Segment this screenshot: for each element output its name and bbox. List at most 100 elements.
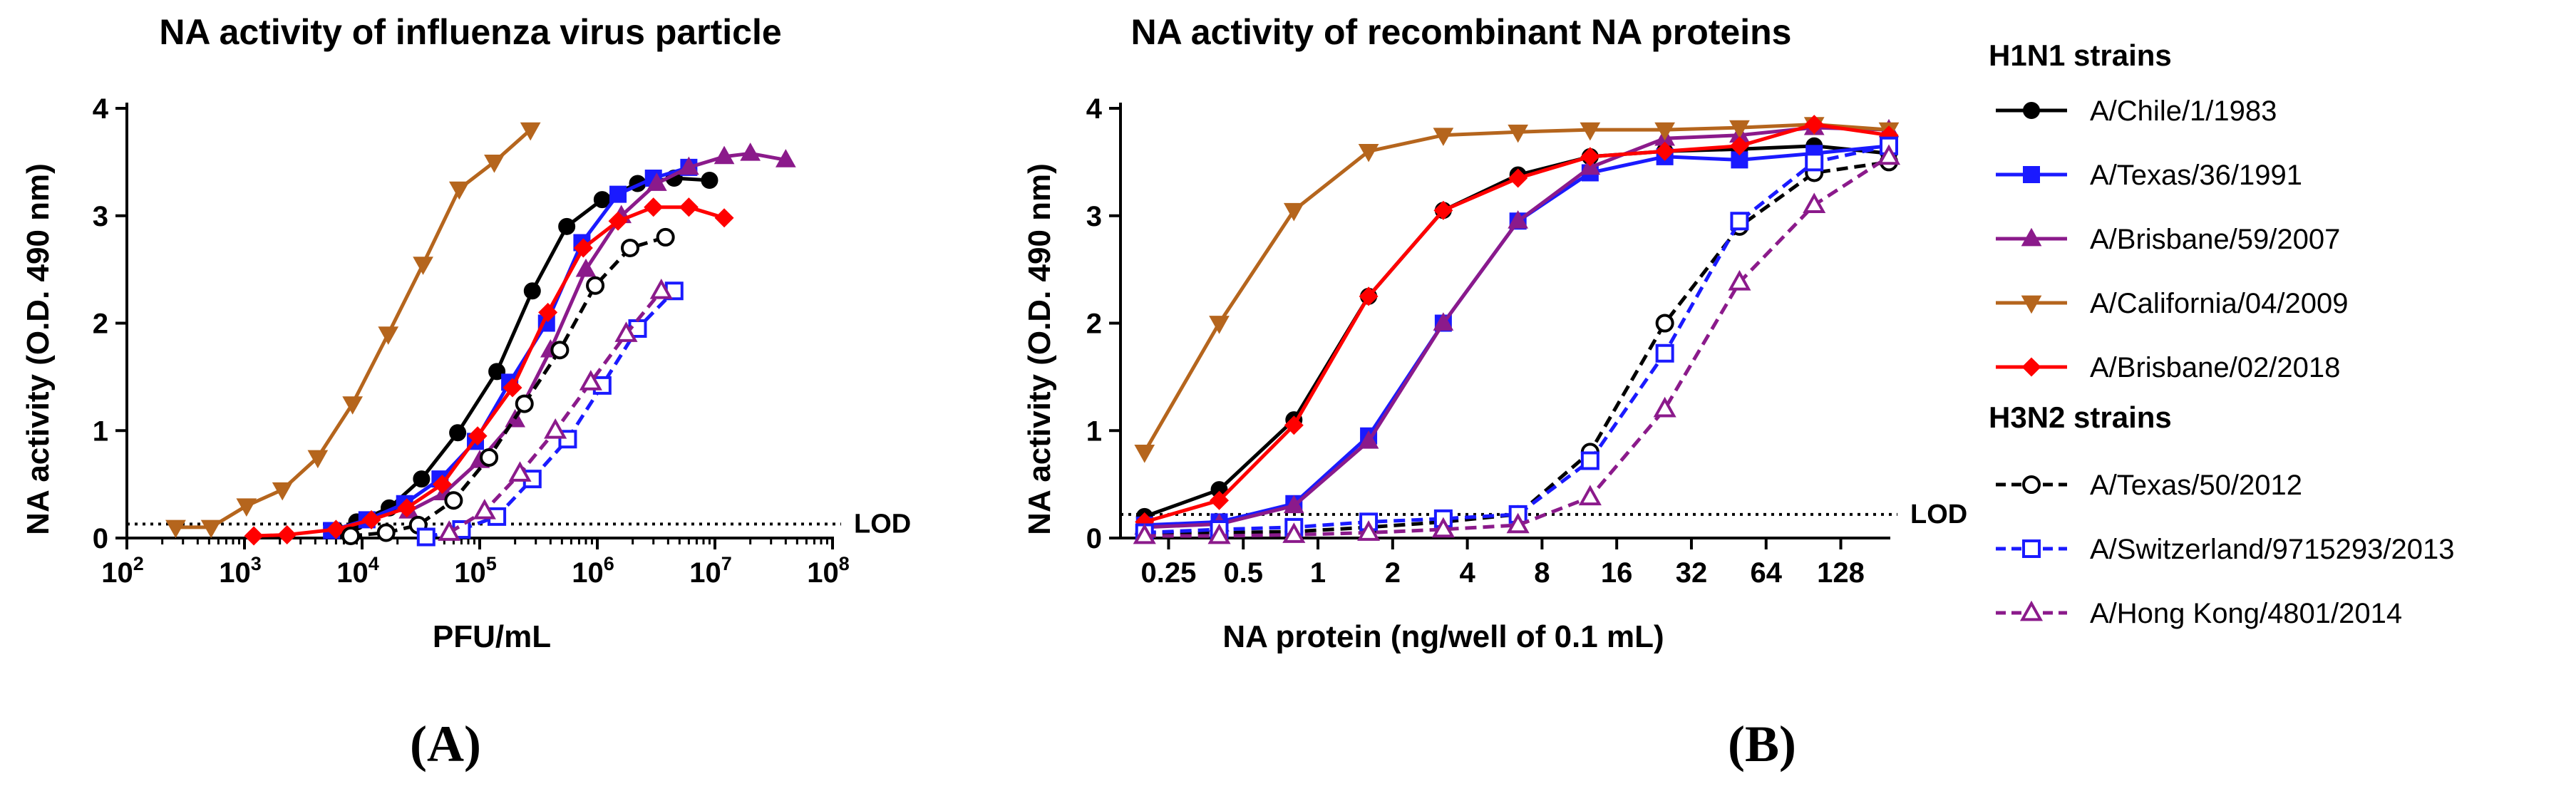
legend-heading-h1n1: H1N1 strains xyxy=(1989,38,2172,72)
panel-b-data-point xyxy=(1359,286,1379,306)
panel-b-data-point xyxy=(1729,120,1750,139)
panel-b-series-line xyxy=(1144,144,1890,534)
panel-b-data-point xyxy=(1431,517,1455,538)
panel-b-data-point xyxy=(1655,141,1675,161)
panel-a-series-line xyxy=(448,289,663,534)
panel-a-x-tick-label: 104 xyxy=(336,553,379,589)
panel-b-data-point xyxy=(1283,495,1304,514)
panel-a-data-point xyxy=(775,149,796,167)
panel-b-x-tick-label: 16 xyxy=(1601,557,1633,589)
panel-a-data-point xyxy=(523,282,541,300)
panel-b-x-tick-label: 64 xyxy=(1750,557,1782,589)
panel-a-series-a-texas-50-2012 xyxy=(341,227,675,545)
panel-b-x-tick-label: 8 xyxy=(1534,557,1550,589)
panel-a-data-point xyxy=(503,378,522,398)
panel-b-x-tick-label: 4 xyxy=(1459,557,1475,589)
panel-a-y-tick-label: 4 xyxy=(93,93,109,125)
panel-a-data-point xyxy=(413,257,433,275)
panel-b-data-point xyxy=(1358,430,1379,449)
legend: H1N1 strains H3N2 strains A/Chile/1/1983… xyxy=(1989,38,2454,629)
panel-b-y-tick-label: 3 xyxy=(1086,201,1102,232)
legend-marker-swatch xyxy=(2019,600,2044,621)
panel-a-data-point xyxy=(713,145,735,165)
panel-a-data-point xyxy=(376,523,396,542)
panel-b-series-line xyxy=(1144,160,1890,534)
panel-b-data-point xyxy=(1805,153,1824,172)
legend-marker-swatch xyxy=(2022,539,2041,558)
panel-a-series-line xyxy=(350,235,666,538)
panel-a-data-point xyxy=(272,482,293,501)
panel-b-y-tick-label: 1 xyxy=(1086,415,1102,447)
panel-b-data-point xyxy=(1433,312,1454,331)
panel-b-data-point xyxy=(1506,512,1530,534)
legend-marker-swatch xyxy=(2021,475,2041,494)
panel-a-data-point xyxy=(488,363,506,381)
panel-b-data-point xyxy=(1134,445,1155,463)
panel-b-data-point xyxy=(1655,343,1674,363)
panel-b-series-line xyxy=(1144,125,1890,529)
panel-a-data-point xyxy=(307,450,329,469)
panel-b-data-point xyxy=(1580,122,1601,141)
legend-entry-a-brisbane-02-2018: A/Brisbane/02/2018 xyxy=(1996,352,2340,383)
panel-a-title: NA activity of influenza virus particle xyxy=(159,12,781,52)
panel-a-series-line xyxy=(408,151,786,513)
panel-a-data-point xyxy=(538,302,558,322)
panel-a-data-point xyxy=(701,172,718,189)
panel-a-data-point xyxy=(432,475,452,495)
legend-label: A/California/04/2009 xyxy=(2090,288,2348,319)
legend-entry-a-texas-36-1991: A/Texas/36/1991 xyxy=(1996,160,2302,191)
legend-label: A/Texas/50/2012 xyxy=(2090,470,2302,501)
panel-b-y-tick-label: 2 xyxy=(1086,309,1102,340)
panel-a-data-point xyxy=(644,197,664,217)
panel-a-data-point xyxy=(608,211,628,231)
panel-a-data-point xyxy=(573,238,593,258)
panel-b-data-point xyxy=(1508,124,1529,143)
panel-b-data-point xyxy=(1578,485,1602,506)
panel-a-data-point xyxy=(342,396,364,415)
legend-entry-a-texas-50-2012: A/Texas/50/2012 xyxy=(1996,470,2302,501)
panel-b-title: NA activity of recombinant NA proteins xyxy=(1131,12,1792,52)
panel-b-x-tick-label: 1 xyxy=(1310,557,1326,589)
panel-a-y-tick-label: 2 xyxy=(93,309,108,340)
panel-a-y-tick-label: 0 xyxy=(93,523,108,554)
panel-a-x-tick-label: 103 xyxy=(219,553,262,589)
panel-b-series-line xyxy=(1144,155,1890,538)
panel-b-data-point xyxy=(1358,143,1379,162)
legend-marker-swatch xyxy=(2021,227,2042,247)
panel-b-x-tick-label: 32 xyxy=(1676,557,1708,589)
panel-b-data-point xyxy=(1803,192,1826,214)
legend-marker-swatch xyxy=(2023,166,2040,183)
legend-label: A/Brisbane/02/2018 xyxy=(2090,352,2340,383)
legend-label: A/Switzerland/9715293/2013 xyxy=(2090,534,2454,565)
panel-a-y-tick-label: 3 xyxy=(93,201,108,232)
panel-a-data-point xyxy=(620,239,639,257)
panel-a-data-point xyxy=(558,217,576,235)
panel-b-data-point xyxy=(1804,115,1824,135)
panel-b-data-point xyxy=(1580,451,1599,470)
panel-a-series-a-chile-1-1983 xyxy=(327,170,718,539)
panel-a-data-point xyxy=(413,470,431,488)
panel-a-x-tick-label: 106 xyxy=(572,553,614,589)
panel-a-data-point xyxy=(609,185,627,203)
legend-entry-a-california-04-2009: A/California/04/2009 xyxy=(1996,288,2348,319)
legend-label: A/Brisbane/59/2007 xyxy=(2090,224,2340,255)
panel-a-series-a-brisbane-02-2018 xyxy=(244,197,734,546)
panel-b-letter: (B) xyxy=(1728,715,1796,772)
legend-label: A/Chile/1/1983 xyxy=(2090,95,2277,127)
panel-a-data-point xyxy=(200,520,222,539)
panel-a-y-axis-label: NA activity (O.D. 490 nm) xyxy=(21,163,56,535)
panel-a-data-point xyxy=(679,197,699,217)
panel-a-data-point xyxy=(550,341,570,360)
panel-a-x-tick-label: 107 xyxy=(689,553,732,589)
panel-b-y-axis-label: NA activity (O.D. 490 nm) xyxy=(1022,163,1057,535)
legend-marker-swatch xyxy=(2022,102,2041,119)
panel-b-y-tick-label: 4 xyxy=(1086,93,1103,125)
panel-a-data-point xyxy=(341,527,361,545)
panel-b-chart: NA activity of recombinant NA proteins N… xyxy=(1022,12,1967,772)
panel-b-series-line xyxy=(1144,144,1890,527)
panel-b-data-point xyxy=(1655,314,1674,333)
panel-a-data-point xyxy=(480,448,499,467)
panel-a-data-point xyxy=(656,227,675,247)
panel-b-data-point xyxy=(1357,520,1381,541)
panel-b-data-point xyxy=(1508,168,1528,188)
